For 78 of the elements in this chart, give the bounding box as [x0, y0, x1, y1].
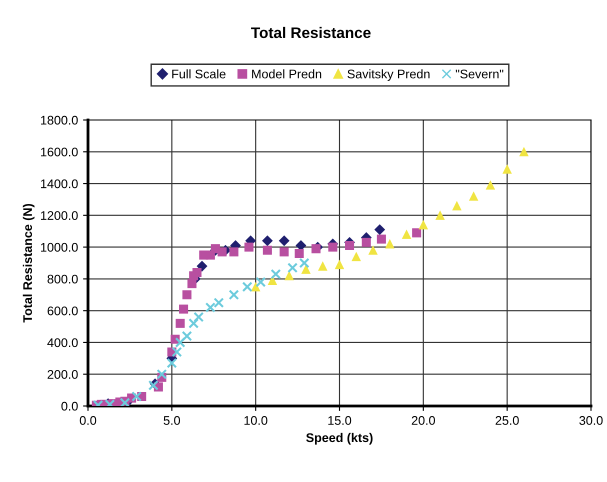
point [301, 264, 310, 274]
point [262, 235, 273, 246]
point [166, 358, 178, 368]
y-tick-label: 1000.0 [41, 242, 78, 252]
y-tick-label: 600.0 [48, 306, 78, 316]
point [352, 252, 361, 262]
point [255, 276, 266, 288]
point [287, 262, 298, 273]
legend-label: "Severn" [456, 70, 504, 78]
legend-label: Savitsky Predn [348, 69, 430, 81]
x-tick-label: 30.0 [579, 416, 603, 425]
point [436, 210, 445, 220]
x-tick-label: 0.0 [80, 416, 96, 425]
y-tick-label: 1400.0 [41, 179, 78, 188]
point [229, 247, 238, 256]
point [318, 262, 328, 271]
point [278, 235, 290, 246]
x-tick-label: 25.0 [496, 416, 519, 425]
point [345, 241, 354, 250]
point [280, 247, 289, 256]
point [268, 276, 277, 285]
point [328, 242, 338, 252]
point [193, 312, 204, 322]
point [196, 260, 208, 272]
point [188, 318, 199, 329]
point [218, 247, 227, 256]
y-axis-title: Total Resistance (N) [22, 204, 34, 322]
point [385, 239, 394, 248]
point [469, 192, 478, 201]
point [299, 258, 310, 268]
x-tick-label: 20.0 [412, 416, 436, 425]
point [176, 318, 185, 328]
point [452, 201, 462, 210]
point [519, 147, 528, 156]
point [244, 242, 254, 252]
point [156, 369, 167, 380]
point [294, 248, 304, 258]
point [175, 337, 186, 348]
point [179, 304, 188, 314]
y-tick-label: 0.0 [61, 402, 78, 411]
legend-label: Full Scale [172, 69, 226, 78]
y-tick-label: 1600.0 [41, 148, 78, 156]
y-tick-label: 200.0 [48, 370, 78, 379]
x-tick-label: 15.0 [328, 416, 352, 425]
legend-label: Model Predn [252, 69, 322, 78]
point [262, 246, 272, 255]
point [312, 244, 321, 254]
point [172, 346, 182, 358]
point [334, 260, 344, 270]
point [374, 224, 385, 235]
y-tick-label: 400.0 [47, 338, 78, 348]
point [182, 290, 192, 300]
y-tick-label: 800.0 [48, 274, 78, 284]
point [502, 164, 512, 174]
point [412, 228, 422, 238]
point [368, 246, 378, 255]
x-axis-title: Speed (kts) [306, 432, 373, 445]
point [362, 238, 371, 247]
y-tick-label: 1800.0 [41, 116, 78, 125]
point [228, 290, 240, 300]
point [192, 268, 202, 278]
x-tick-label: 10.0 [244, 416, 268, 425]
point [182, 330, 192, 342]
point [187, 279, 196, 288]
x-tick-label: 5.0 [164, 416, 180, 425]
chart-title: Total Resistance [251, 26, 371, 38]
point [214, 298, 224, 308]
point [131, 391, 142, 402]
point [402, 230, 412, 239]
point [376, 234, 386, 244]
point [270, 268, 281, 280]
point [242, 282, 252, 292]
point [284, 271, 294, 280]
point [205, 302, 216, 313]
point [251, 282, 260, 292]
point [486, 180, 495, 190]
point [418, 220, 428, 230]
y-tick-label: 1200.0 [41, 211, 78, 220]
